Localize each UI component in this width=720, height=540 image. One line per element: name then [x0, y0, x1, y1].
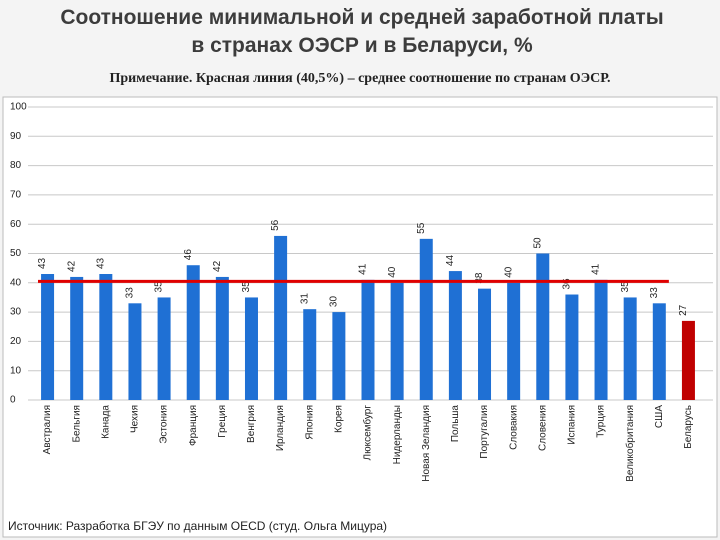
data-label: 43: [37, 257, 48, 269]
bar: [41, 274, 55, 400]
y-tick-label: 80: [10, 160, 22, 171]
data-label: 27: [678, 304, 689, 316]
bar: [361, 279, 375, 400]
source: Источник: Разработка БГЭУ по данным OECD…: [8, 519, 387, 533]
y-tick-label: 0: [10, 395, 16, 406]
bar: [594, 279, 608, 400]
data-label: 41: [591, 263, 602, 275]
bar: [128, 303, 142, 400]
x-tick-label: Словакия: [508, 405, 519, 450]
y-tick-label: 20: [10, 336, 22, 347]
bar: [157, 297, 171, 400]
data-label: 46: [183, 249, 194, 261]
x-tick-label: Канада: [100, 405, 111, 439]
x-tick-label: Испания: [567, 405, 578, 445]
y-tick-label: 30: [10, 307, 22, 318]
bar: [244, 297, 258, 400]
chart-title-line: Соотношение минимальной и средней зарабо…: [60, 6, 663, 29]
data-label: 44: [445, 255, 456, 267]
data-label: 42: [66, 260, 77, 272]
data-label: 33: [649, 287, 660, 299]
data-label: 35: [154, 281, 165, 293]
bar: [215, 276, 229, 400]
data-label: 38: [474, 272, 485, 284]
bar: [303, 309, 317, 400]
bar: [536, 253, 550, 400]
y-tick-label: 70: [10, 190, 22, 201]
data-label: 50: [532, 237, 543, 249]
data-label: 36: [562, 278, 573, 290]
x-tick-label: Корея: [334, 405, 345, 433]
bar: [419, 238, 433, 400]
x-tick-label: Япония: [304, 405, 315, 440]
bar: [332, 312, 346, 400]
data-label: 31: [299, 293, 310, 305]
x-tick-label: Ирландия: [275, 405, 286, 451]
x-tick-label: США: [654, 405, 665, 428]
bar: [681, 320, 695, 400]
data-label: 35: [241, 281, 252, 293]
data-label: 33: [125, 287, 136, 299]
note: Примечание. Красная линия (40,5%) – сред…: [109, 71, 610, 86]
data-label: 55: [416, 222, 427, 234]
x-tick-label: Чехия: [130, 405, 141, 433]
data-label: 43: [95, 257, 106, 269]
bar: [448, 271, 462, 400]
x-tick-label: Эстония: [159, 405, 170, 444]
chart-title-line: в странах ОЭСР и в Беларуси, %: [191, 34, 533, 57]
x-tick-label: Словения: [537, 405, 548, 451]
bar: [565, 294, 579, 400]
bar: [478, 288, 492, 400]
y-tick-label: 40: [10, 277, 22, 288]
x-tick-label: Франция: [188, 405, 199, 446]
y-tick-label: 60: [10, 219, 22, 230]
x-tick-label: Люксембург: [362, 405, 374, 461]
data-label: 41: [358, 263, 369, 275]
bar: [652, 303, 666, 400]
x-tick-label: Турция: [596, 405, 607, 438]
y-tick-label: 100: [10, 102, 27, 113]
bar: [186, 265, 200, 400]
x-tick-label: Венгрия: [246, 405, 257, 443]
data-label: 42: [212, 260, 223, 272]
bar: [623, 297, 637, 400]
x-tick-label: Великобритания: [624, 405, 636, 482]
x-tick-label: Бельгия: [71, 405, 82, 443]
data-label: 40: [503, 266, 514, 278]
x-tick-label: Португалия: [479, 405, 490, 459]
bar: [99, 274, 113, 400]
data-label: 35: [620, 281, 631, 293]
x-tick-label: Нидерланды: [392, 405, 403, 464]
y-tick-label: 90: [10, 131, 22, 142]
data-label: 40: [387, 266, 398, 278]
bar: [274, 235, 288, 400]
x-tick-label: Новая Зеландия: [421, 405, 432, 482]
bar: [507, 282, 521, 400]
x-tick-label: Польша: [450, 405, 461, 443]
bar: [70, 276, 84, 400]
x-tick-label: Австралия: [42, 405, 53, 454]
y-tick-label: 50: [10, 248, 22, 259]
bar: [390, 282, 404, 400]
data-label: 56: [270, 219, 281, 231]
data-label: 30: [329, 296, 340, 308]
x-tick-label: Беларусь: [683, 405, 694, 449]
x-tick-label: Греция: [217, 405, 228, 438]
y-tick-label: 10: [10, 365, 22, 376]
